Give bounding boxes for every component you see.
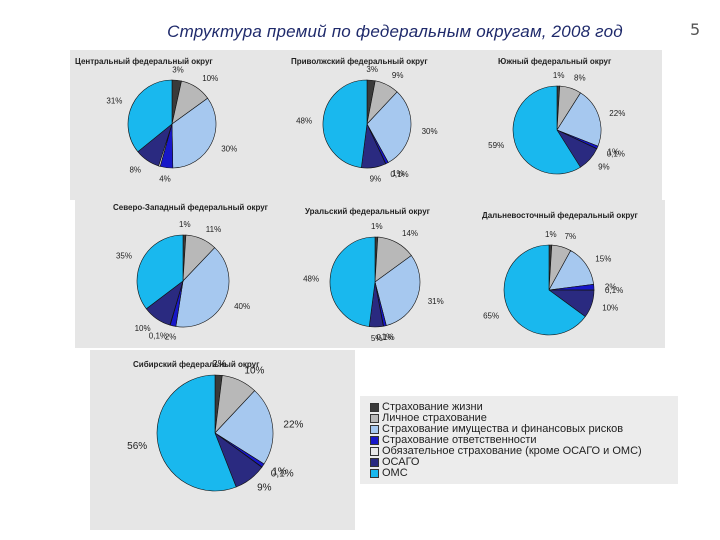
slice-label: 9% (370, 174, 382, 183)
slice-label: 7% (565, 232, 577, 241)
slice-label: 1% (553, 71, 565, 80)
chart-title: Приволжский федеральный округ (291, 57, 428, 66)
chart-title: Южный федеральный округ (498, 57, 612, 66)
slice-label: 11% (206, 225, 221, 234)
legend-label: Страхование имущества и финансовых риско… (382, 423, 624, 435)
slice-label: 1% (179, 220, 191, 229)
pie-slice (366, 91, 412, 163)
slice-label: 59% (488, 141, 504, 150)
slice-label: 0,1% (607, 150, 625, 159)
slice-label: 22% (283, 419, 303, 430)
pie-chart: Уральский федеральный округ1%14%31%1%0,1… (303, 207, 444, 343)
slice-label: 9% (257, 483, 272, 494)
pie-slice (556, 92, 602, 147)
slice-label: 10% (202, 74, 218, 83)
slice-label: 9% (392, 71, 404, 80)
slice-label: 3% (172, 65, 184, 74)
slice-label: 3% (366, 65, 378, 74)
pie-slice (329, 236, 376, 327)
pie-chart: Северо-Западный федеральный округ 1% 11% 40… (113, 203, 269, 342)
slice-label: 2% (212, 359, 227, 370)
legend-label: Обязательное страхование (кроме ОСАГО и … (382, 445, 642, 457)
slice-label: 1% (382, 333, 394, 342)
slice-label: 31% (428, 297, 444, 306)
slice-label: 48% (303, 274, 319, 283)
slice-label: 0,1% (390, 170, 408, 179)
slice-label: 1% (272, 467, 287, 478)
chart-title: Дальневосточный федеральный округ (482, 211, 639, 220)
legend-swatch (370, 414, 379, 423)
slide-title: Структура премий по федеральным округам,… (167, 22, 623, 41)
slice-label: 1% (545, 230, 557, 239)
legend-swatch (370, 436, 379, 445)
legend: Страхование жизни Личное страхование Стр… (360, 396, 678, 484)
legend-label: Страхование ответственности (382, 434, 537, 446)
slice-label: 35% (116, 252, 132, 261)
slice-label: 1% (371, 222, 383, 231)
slice-label: 0,1% (605, 286, 623, 295)
chart-title: Сибирский федеральный округ (133, 360, 260, 369)
pie-slice (322, 79, 368, 168)
slice-label: 65% (483, 311, 499, 320)
slice-label: 56% (127, 441, 147, 452)
legend-swatch (370, 458, 379, 467)
slice-label: 0,1% (376, 333, 394, 342)
chart-title: Северо-Западный федеральный округ (113, 203, 269, 212)
slice-label: 0,1% (149, 332, 167, 341)
pie-slice (214, 390, 274, 465)
legend-swatch (370, 425, 379, 434)
pie-slice (136, 234, 184, 310)
slice-label: 2% (165, 333, 177, 342)
pie-slice (156, 374, 237, 492)
page-number: 5 (690, 20, 701, 39)
legend-swatch (370, 403, 379, 412)
pie-slice (127, 79, 173, 153)
chart-title: Уральский федеральный округ (305, 207, 431, 216)
pie-slice (512, 85, 581, 175)
slice-label: 14% (402, 229, 418, 238)
slice-label: 30% (422, 127, 438, 136)
slice-label: 8% (574, 74, 586, 83)
legend-swatch (370, 469, 379, 478)
slice-label: 8% (129, 165, 141, 174)
slice-label: 30% (221, 145, 237, 154)
legend-label: ОСАГО (382, 456, 420, 468)
slice-label: 4% (159, 175, 171, 184)
slice-label: 40% (234, 302, 250, 311)
slice-label: 10% (135, 324, 151, 333)
legend-label: ОМС (382, 467, 408, 479)
slice-label: 31% (106, 96, 122, 105)
pie-slice (171, 97, 217, 169)
slice-label: 5% (371, 334, 383, 343)
pie-slice (503, 244, 586, 336)
slice-label: 15% (595, 255, 611, 264)
pie-chart: Дальневосточный федеральный округ 1% 7% 15%… (482, 211, 639, 336)
legend-label: Личное страхование (382, 412, 487, 424)
slice-label: 10% (602, 304, 618, 313)
slice-label: 22% (609, 109, 625, 118)
slice-label: 48% (296, 117, 312, 126)
slice-label: 10% (244, 366, 264, 377)
slice-label: 1% (392, 169, 404, 178)
slice-label: 0,1% (271, 469, 294, 480)
slice-label: 9% (598, 163, 610, 172)
slice-label: 1% (608, 148, 620, 157)
slice-label: 2% (605, 282, 617, 291)
pie-slice (374, 255, 421, 326)
pie-slice (175, 247, 230, 328)
legend-label: Страхование жизни (382, 401, 483, 413)
legend-swatch (370, 447, 379, 456)
chart-title: Центральный федеральный округ (75, 57, 213, 66)
